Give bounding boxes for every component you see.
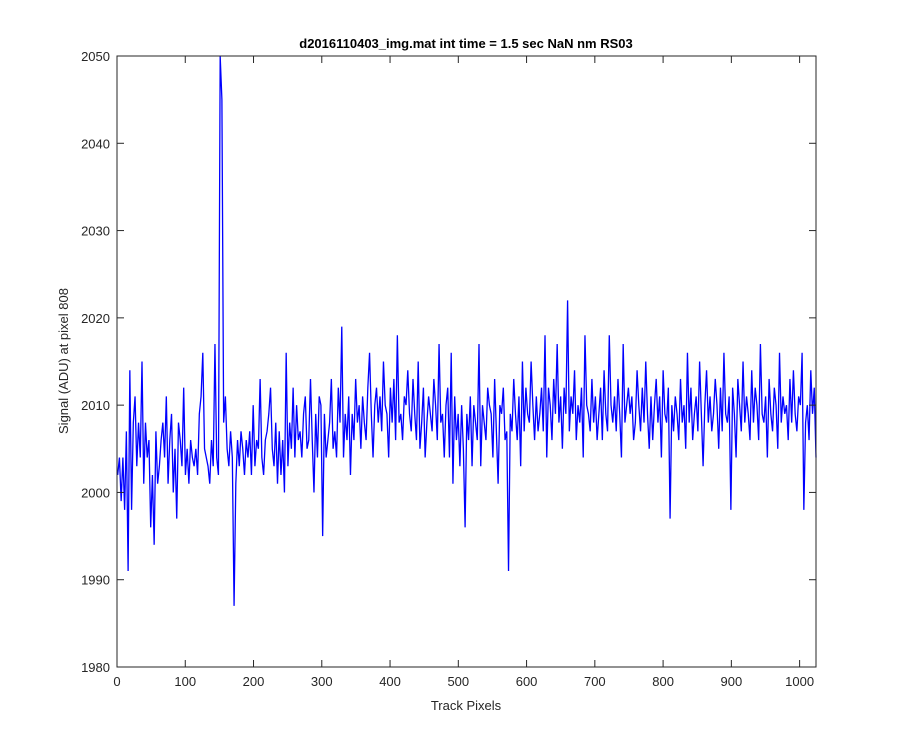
plot-frame (116, 55, 817, 668)
x-axis-ticks: 0 100 200 300 400 500 600 700 800 900 1000 (113, 56, 814, 689)
x-tick-label: 200 (243, 674, 265, 689)
chart-title: d2016110403_img.mat int time = 1.5 sec N… (299, 36, 632, 51)
x-tick-label: 500 (447, 674, 469, 689)
x-tick-label: 300 (311, 674, 333, 689)
x-tick-label: 100 (174, 674, 196, 689)
x-tick-label: 800 (652, 674, 674, 689)
y-tick-label: 2050 (81, 49, 110, 64)
x-tick-label: 1000 (785, 674, 814, 689)
y-tick-label: 1990 (81, 573, 110, 588)
y-tick-label: 2040 (81, 136, 110, 151)
series-line (117, 55, 817, 606)
x-axis-label: Track Pixels (431, 698, 502, 713)
y-tick-label: 2000 (81, 485, 110, 500)
y-tick-label: 2010 (81, 398, 110, 413)
x-tick-label: 400 (379, 674, 401, 689)
y-axis-label: Signal (ADU) at pixel 808 (56, 288, 71, 434)
x-tick-label: 700 (584, 674, 606, 689)
x-tick-label: 0 (113, 674, 120, 689)
y-axis-ticks: 1980 1990 2000 2010 2020 2030 2040 2050 (81, 49, 816, 675)
x-tick-label: 900 (721, 674, 743, 689)
y-tick-label: 2030 (81, 224, 110, 239)
y-tick-label: 1980 (81, 660, 110, 675)
y-tick-label: 2020 (81, 311, 110, 326)
x-tick-label: 600 (516, 674, 538, 689)
